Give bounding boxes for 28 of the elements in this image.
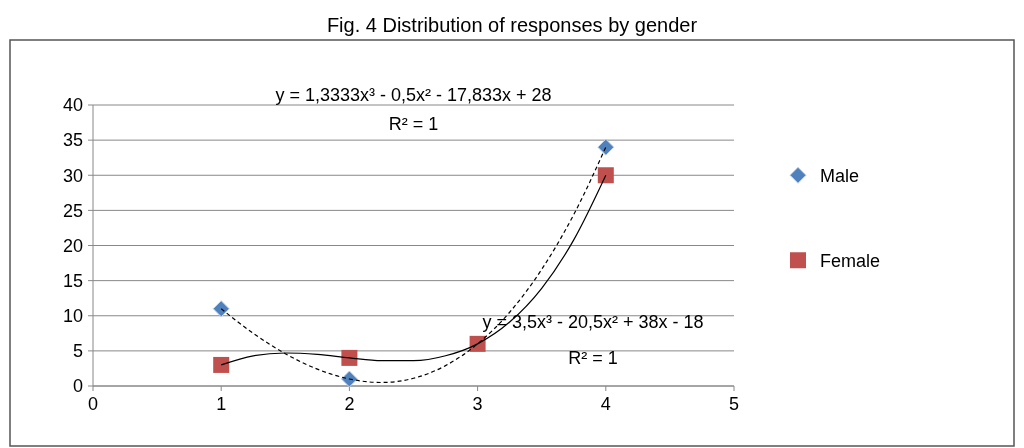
point bbox=[340, 370, 358, 388]
y-tick-label: 5 bbox=[72, 341, 83, 362]
y-tick-label: 35 bbox=[62, 130, 83, 151]
annotation: y = 1,3333x³ - 0,5x² - 17,833x + 28 bbox=[275, 85, 552, 106]
y-tick-label: 40 bbox=[62, 95, 83, 116]
x-tick-label: 1 bbox=[216, 394, 227, 414]
y-tick-label: 25 bbox=[62, 200, 83, 221]
annotation: R² = 1 bbox=[388, 113, 439, 134]
x-tick-label: 4 bbox=[600, 394, 611, 414]
y-tick-label: 10 bbox=[62, 306, 83, 327]
y-tick-label: 20 bbox=[62, 235, 83, 256]
x-tick-label: 3 bbox=[472, 394, 483, 414]
y-tick-label: 30 bbox=[62, 165, 83, 186]
point bbox=[213, 356, 230, 373]
legend-label: Female bbox=[820, 250, 881, 271]
point bbox=[597, 138, 615, 156]
legend-label: Male bbox=[820, 165, 860, 186]
x-tick-label: 5 bbox=[728, 394, 740, 414]
x-tick-label: 0 bbox=[87, 394, 99, 414]
y-tick-label: 15 bbox=[62, 270, 83, 291]
y-tick-label: 0 bbox=[72, 376, 83, 397]
annotation: R² = 1 bbox=[568, 347, 618, 368]
point bbox=[212, 300, 230, 318]
point bbox=[341, 349, 358, 366]
x-tick-label: 2 bbox=[344, 394, 355, 414]
point bbox=[597, 167, 614, 184]
chart-title: Fig. 4 Distribution of responses by gender bbox=[326, 14, 698, 36]
annotation: y = 3,5x³ - 20,5x² + 38x - 18 bbox=[482, 312, 704, 333]
